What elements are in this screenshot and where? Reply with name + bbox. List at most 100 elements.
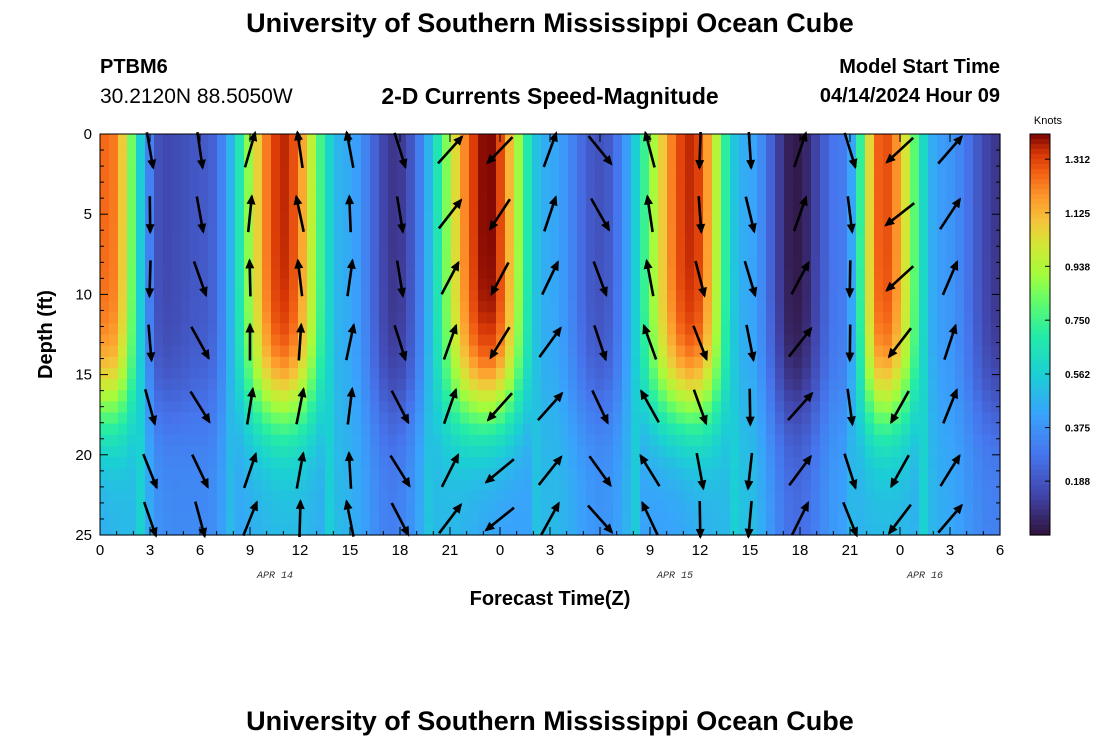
heatmap-cell [820,490,830,503]
heatmap-cell [901,434,911,447]
heatmap-cell [946,289,956,302]
heatmap-cell [712,356,722,369]
heatmap-cell [874,367,884,380]
heatmap-cell [235,412,245,425]
heatmap-cell [766,234,776,246]
current-vector [694,260,707,298]
heatmap-cell [199,278,209,291]
heatmap-cell [577,211,587,224]
heatmap-cell [910,234,920,246]
heatmap-cell [847,189,857,202]
heatmap-cell [964,367,974,380]
colorbar-segment [1030,319,1050,326]
heatmap-cell [280,234,290,246]
heatmap-cell [487,167,497,180]
heatmap-cell [136,278,146,291]
heatmap-cell [433,345,443,358]
heatmap-cell [793,490,803,503]
heatmap-cell [676,379,686,391]
heatmap-cell [910,200,920,213]
heatmap-cell [667,167,677,180]
colorbar-segment [1030,204,1050,210]
heatmap-cell [523,479,533,492]
heatmap-cell [937,234,947,246]
heatmap-cell [361,312,371,324]
heatmap-cell [370,289,380,302]
heatmap-cell [118,256,128,269]
heatmap-cell [829,256,839,269]
heatmap-cell [694,134,704,146]
heatmap-cell [721,367,731,380]
heatmap-cell [685,200,695,213]
heatmap-cell [928,278,938,291]
heatmap-cell [433,245,443,258]
heatmap-cell [325,490,335,503]
heatmap-cell [433,223,443,235]
heatmap-cell [865,245,875,258]
heatmap-cell [298,468,308,480]
heatmap-cell [964,301,974,313]
heatmap-cell [325,267,335,280]
current-vector [745,388,755,427]
heatmap-cell [415,256,425,269]
heatmap-cell [334,412,344,425]
current-vector [884,202,916,227]
heatmap-cell [748,145,758,157]
heatmap-cell [559,334,569,347]
heatmap-cell [244,189,254,202]
heatmap-cell [676,301,686,313]
heatmap-cell [514,156,524,169]
heatmap-cell [883,178,893,191]
heatmap-cell [523,423,533,436]
heatmap-cell [523,301,533,313]
heatmap-cell [226,490,236,503]
heatmap-cell [685,145,695,157]
heatmap-cell [883,278,893,291]
heatmap-cell [280,289,290,302]
heatmap-cell [127,390,137,402]
heatmap-cell [370,234,380,246]
heatmap-cell [694,211,704,224]
current-vector [846,196,856,234]
heatmap-cell [568,267,578,280]
heatmap-cell [955,379,965,391]
heatmap-cell [865,323,875,336]
heatmap-cell [280,323,290,336]
heatmap-cell [757,200,767,213]
heatmap-cell [172,512,182,525]
heatmap-cell [469,345,479,358]
heatmap-cell [343,301,353,313]
heatmap-cell [703,223,713,235]
heatmap-cell [271,345,281,358]
heatmap-cell [982,423,992,436]
colorbar-segment [1030,459,1050,466]
heatmap-cell [433,256,443,269]
heatmap-cell [289,445,299,458]
heatmap-cell [460,301,470,313]
heatmap-cell [811,379,821,391]
heatmap-cell [460,178,470,191]
heatmap-cell [532,468,542,480]
heatmap-cell [136,501,146,514]
heatmap-cell [604,401,614,414]
heatmap-cell [397,490,407,503]
heatmap-cell [487,434,497,447]
heatmap-cell [577,434,587,447]
heatmap-cell [406,245,416,258]
heatmap-cell [721,167,731,180]
heatmap-cell [694,468,704,480]
heatmap-cell [352,434,362,447]
heatmap-cell [694,345,704,358]
heatmap-cell [487,200,497,213]
heatmap-cell [523,367,533,380]
heatmap-cell [316,200,326,213]
heatmap-cell [820,434,830,447]
heatmap-cell [388,345,398,358]
heatmap-cell [865,512,875,525]
heatmap-cell [388,379,398,391]
heatmap-cell [874,523,884,536]
heatmap-cell [703,278,713,291]
heatmap-cell [352,156,362,169]
heatmap-cell [649,211,659,224]
heatmap-cell [505,211,515,224]
